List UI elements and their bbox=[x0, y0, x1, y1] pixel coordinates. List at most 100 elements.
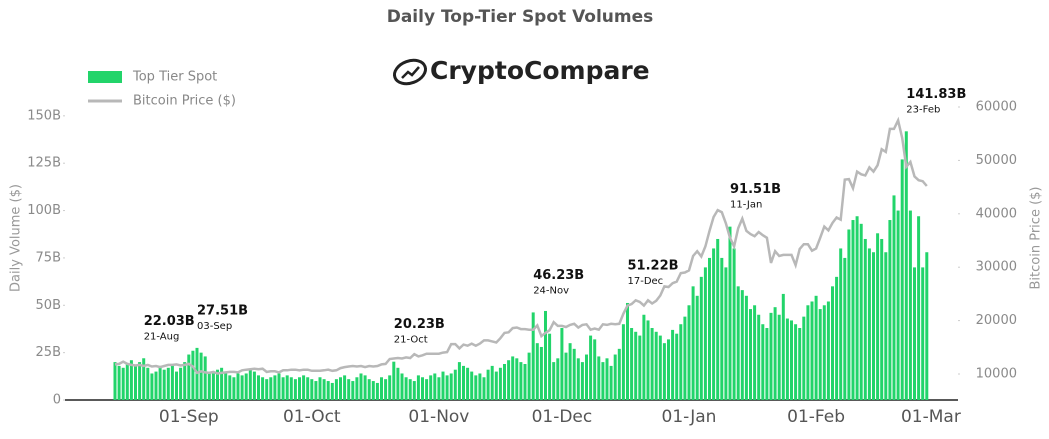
bar bbox=[810, 301, 814, 400]
bar bbox=[306, 377, 310, 400]
bar bbox=[781, 293, 785, 400]
bar bbox=[720, 257, 724, 400]
bar bbox=[896, 210, 900, 400]
bar bbox=[232, 377, 236, 400]
bar bbox=[626, 302, 629, 400]
bar bbox=[728, 226, 732, 400]
bar bbox=[252, 371, 256, 400]
y2-tick-label: 10000 bbox=[976, 366, 1017, 381]
bar bbox=[556, 358, 560, 400]
bar bbox=[617, 348, 621, 400]
bar bbox=[519, 362, 523, 400]
bar bbox=[621, 324, 625, 400]
bar bbox=[855, 216, 859, 400]
bar bbox=[904, 131, 908, 400]
bar bbox=[925, 252, 929, 400]
annotation-value: 20.23B bbox=[394, 317, 445, 332]
bar bbox=[560, 328, 564, 400]
bar bbox=[421, 377, 424, 400]
bar bbox=[921, 267, 925, 400]
bar bbox=[790, 320, 793, 400]
bar bbox=[667, 339, 670, 400]
bar bbox=[683, 316, 687, 400]
bar bbox=[785, 318, 789, 400]
bar bbox=[261, 377, 265, 400]
bar bbox=[908, 210, 912, 400]
bar bbox=[310, 379, 314, 400]
bar bbox=[170, 364, 174, 400]
bar bbox=[503, 364, 506, 400]
bar bbox=[691, 286, 695, 400]
bar bbox=[326, 381, 330, 400]
bar bbox=[708, 257, 711, 400]
bar bbox=[273, 375, 277, 400]
bar bbox=[162, 369, 166, 400]
bar bbox=[203, 356, 207, 400]
bar bbox=[576, 358, 580, 400]
bar bbox=[769, 312, 773, 400]
bar bbox=[363, 375, 367, 400]
bar bbox=[166, 367, 170, 400]
bar bbox=[773, 307, 777, 400]
bar bbox=[384, 379, 388, 400]
bar bbox=[347, 379, 351, 400]
bar bbox=[474, 375, 478, 400]
annotation-value: 91.51B bbox=[730, 182, 781, 197]
annotation-value: 51.22B bbox=[628, 258, 679, 273]
bar bbox=[359, 373, 363, 400]
bar bbox=[425, 379, 429, 400]
bar bbox=[863, 238, 867, 400]
bar bbox=[638, 335, 642, 400]
bar bbox=[613, 354, 617, 400]
y2-tick-label: 60000 bbox=[976, 100, 1017, 115]
bar bbox=[318, 377, 322, 400]
bar bbox=[814, 295, 818, 400]
bar bbox=[687, 305, 691, 400]
bar bbox=[585, 354, 588, 400]
legend-swatch bbox=[88, 71, 122, 83]
bar bbox=[339, 377, 342, 400]
bar bbox=[826, 301, 830, 400]
x-tick-label: 01-Feb bbox=[787, 407, 845, 427]
bar bbox=[138, 362, 142, 400]
bar bbox=[462, 365, 465, 400]
bar bbox=[507, 360, 511, 400]
bar bbox=[248, 369, 252, 400]
bar bbox=[302, 375, 306, 400]
bar bbox=[375, 382, 379, 400]
y-axis-label: Daily Volume ($) bbox=[9, 184, 24, 292]
bar bbox=[183, 362, 187, 400]
bar bbox=[175, 371, 178, 400]
bar bbox=[228, 375, 232, 400]
bar bbox=[429, 375, 433, 400]
annotation-date: 03-Sep bbox=[197, 321, 232, 332]
bar bbox=[330, 382, 334, 400]
bar bbox=[654, 331, 658, 400]
bar bbox=[281, 377, 285, 400]
bar bbox=[355, 377, 359, 400]
bar bbox=[601, 362, 605, 400]
annotation-date: 21-Oct bbox=[394, 335, 428, 346]
annotation-value: 141.83B bbox=[906, 87, 966, 102]
bar bbox=[179, 367, 183, 400]
bar bbox=[404, 377, 408, 400]
bar bbox=[191, 350, 195, 400]
bar bbox=[211, 373, 215, 400]
x-tick-label: 01-Sep bbox=[159, 407, 219, 427]
bar bbox=[207, 371, 211, 400]
bar bbox=[822, 305, 826, 400]
price-line bbox=[114, 116, 928, 375]
bar bbox=[646, 320, 650, 400]
bar bbox=[798, 328, 802, 400]
bar bbox=[794, 324, 798, 400]
bar bbox=[703, 267, 707, 400]
bar bbox=[224, 371, 228, 400]
bar bbox=[679, 324, 683, 400]
y-tick-label: 125B bbox=[27, 156, 61, 171]
bar bbox=[441, 371, 445, 400]
bar bbox=[531, 312, 535, 400]
bar bbox=[605, 358, 609, 400]
bar bbox=[257, 375, 260, 400]
bar bbox=[892, 195, 896, 400]
bar bbox=[831, 286, 834, 400]
